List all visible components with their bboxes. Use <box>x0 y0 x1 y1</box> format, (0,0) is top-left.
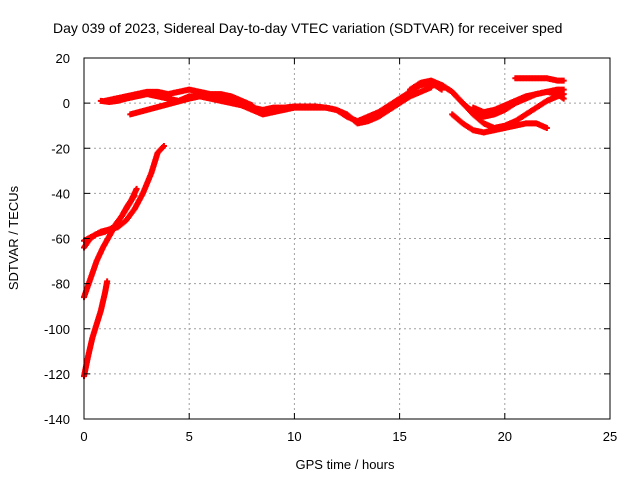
data-points <box>81 75 567 380</box>
data-point <box>160 142 167 149</box>
series-track-k <box>512 75 567 84</box>
axis-ticks: 0 5 10 15 20 25 -140 -120 -100 -80 -60 -40 -20 0 20 <box>44 51 617 444</box>
data-point <box>133 185 140 192</box>
data-point <box>543 124 550 131</box>
y-tick-label: -60 <box>51 232 70 247</box>
data-point <box>560 86 567 93</box>
x-tick-label: 20 <box>498 429 512 444</box>
x-tick-label: 10 <box>287 429 301 444</box>
x-axis-label: GPS time / hours <box>296 457 395 472</box>
series-track-g <box>102 86 256 109</box>
y-tick-label: -20 <box>51 141 70 156</box>
series-track-a <box>81 278 111 380</box>
series-track-j <box>449 111 550 136</box>
series-track-i <box>417 79 567 131</box>
series-track-e <box>97 79 445 125</box>
y-tick-label: 20 <box>56 51 70 66</box>
x-tick-label: 0 <box>80 429 87 444</box>
series-track-d <box>81 185 140 251</box>
y-tick-label: -140 <box>44 412 70 427</box>
y-tick-label: -40 <box>51 186 70 201</box>
chart-title: Day 039 of 2023, Sidereal Day-to-day VTE… <box>53 20 562 36</box>
series-track-l <box>470 86 567 116</box>
x-tick-label: 15 <box>392 429 406 444</box>
y-tick-label: 0 <box>63 96 70 111</box>
x-tick-label: 5 <box>186 429 193 444</box>
y-tick-label: -100 <box>44 322 70 337</box>
data-point <box>249 102 256 109</box>
y-tick-label: -120 <box>44 367 70 382</box>
data-point <box>104 278 111 285</box>
grid <box>84 58 610 419</box>
data-point <box>560 77 567 84</box>
y-axis-label: SDTVAR / TECUs <box>6 185 21 290</box>
x-tick-label: 25 <box>603 429 617 444</box>
y-tick-label: -80 <box>51 277 70 292</box>
